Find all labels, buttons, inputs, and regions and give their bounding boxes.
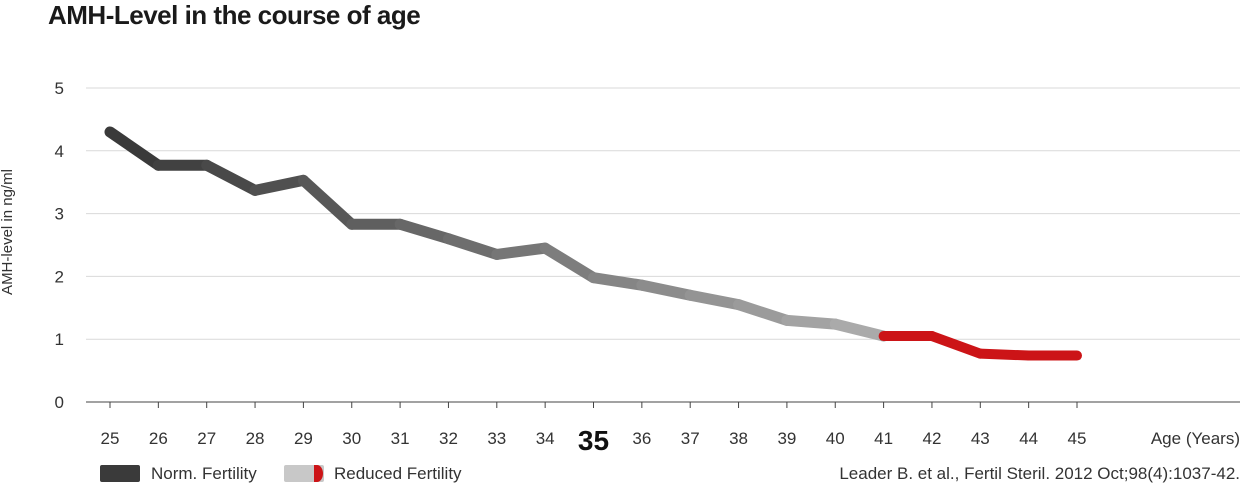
amh-series	[104, 126, 1082, 361]
series-segment	[636, 279, 696, 301]
x-tick-label: 29	[294, 429, 313, 448]
x-tick-label-highlight: 35	[578, 425, 609, 456]
x-tick-label: 43	[971, 429, 990, 448]
x-tick-label: 41	[874, 429, 893, 448]
x-tick-label: 31	[391, 429, 410, 448]
y-tick-label: 5	[55, 79, 64, 98]
x-tick-label: 32	[439, 429, 458, 448]
legend-label-norm: Norm. Fertility	[151, 464, 257, 483]
x-tick-label: 34	[536, 429, 555, 448]
x-tick-label: 38	[729, 429, 748, 448]
series-segment	[781, 314, 841, 330]
x-tick-label: 45	[1068, 429, 1087, 448]
series-segment	[201, 159, 261, 196]
y-tick-labels: 0 1 2 3 4 5	[55, 79, 64, 412]
legend-swatch-reduced-accent	[314, 465, 323, 482]
x-tick-label: 42	[922, 429, 941, 448]
series-segment	[442, 233, 503, 260]
series-segment	[733, 299, 793, 326]
x-tick-label: 26	[149, 429, 168, 448]
y-axis-label: AMH-level in ng/ml	[0, 169, 16, 295]
x-tick-label: 28	[246, 429, 265, 448]
series-segment-reduced	[975, 348, 1034, 361]
x-tick-label: 27	[197, 429, 216, 448]
x-tick-label: 39	[777, 429, 796, 448]
y-tick-label: 0	[55, 393, 64, 412]
series-segment	[588, 272, 648, 291]
series-segment	[394, 218, 454, 245]
x-tick-label: 44	[1019, 429, 1038, 448]
x-tick-label: 33	[487, 429, 506, 448]
x-tick-label: 36	[632, 429, 651, 448]
series-segment-reduced	[926, 331, 986, 359]
series-segment	[684, 289, 745, 311]
series-segment	[249, 174, 309, 196]
x-tick-label: 30	[342, 429, 361, 448]
series-segment	[104, 126, 164, 171]
x-tick-labels: 25 26 27 28 29 30 31 32 33 34 35 36 37 38 39 40 41 42 43 44…	[101, 402, 1087, 456]
x-tick-label: 25	[101, 429, 120, 448]
grid-lines	[86, 87, 1240, 403]
series-segment	[491, 242, 551, 260]
series-segment	[297, 174, 358, 230]
y-tick-label: 4	[55, 142, 64, 161]
legend-label-reduced: Reduced Fertility	[334, 464, 462, 483]
y-tick-label: 1	[55, 330, 64, 349]
x-tick-label: 37	[681, 429, 700, 448]
y-tick-label: 3	[55, 205, 64, 224]
legend: Norm. Fertility Reduced Fertility	[100, 464, 462, 483]
legend-swatch-norm	[100, 465, 140, 482]
x-tick-label: 40	[826, 429, 845, 448]
series-segment	[829, 318, 890, 342]
series-segment	[539, 242, 599, 284]
source-citation: Leader B. et al., Fertil Steril. 2012 Oc…	[839, 464, 1240, 483]
x-axis-label: Age (Years)	[1151, 429, 1240, 448]
chart-title: AMH-Level in the course of age	[48, 0, 421, 30]
y-tick-label: 2	[55, 267, 64, 286]
